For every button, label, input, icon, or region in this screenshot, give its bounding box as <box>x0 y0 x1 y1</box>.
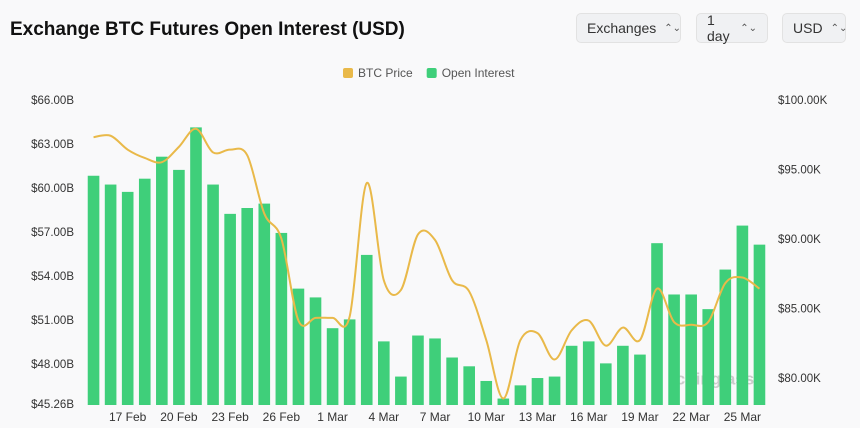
bar <box>531 378 544 405</box>
legend-swatch <box>426 68 437 78</box>
bar <box>326 328 339 405</box>
bar <box>719 269 732 405</box>
bar <box>395 376 407 405</box>
bar <box>582 341 595 405</box>
x-tick-label: 22 Mar <box>672 410 709 424</box>
bar <box>138 178 151 405</box>
currency-button[interactable]: USD ⌃⌄ <box>782 13 847 43</box>
x-tick-label: 16 Mar <box>570 410 607 424</box>
bar <box>497 398 510 405</box>
bar <box>617 345 629 405</box>
y2-tick-label: $100.00K <box>778 95 828 107</box>
bar <box>548 376 561 405</box>
bar <box>292 288 305 405</box>
y-tick-label: $63.00B <box>31 139 74 151</box>
bar <box>480 380 493 405</box>
bar <box>429 338 441 405</box>
line <box>93 127 761 400</box>
y-tick-label: $60.00B <box>31 183 74 195</box>
bar <box>224 213 236 405</box>
bar <box>121 191 134 405</box>
y-tick-label: $45.26B <box>31 399 74 411</box>
x-tick-label: 10 Mar <box>468 410 505 424</box>
bar <box>275 232 288 405</box>
legend-label: BTC Price <box>358 66 413 80</box>
bar <box>685 294 697 405</box>
y2-tick-label: $85.00K <box>778 304 821 316</box>
x-tick-label: 23 Feb <box>211 410 249 424</box>
x-tick-label: 19 Mar <box>621 410 658 424</box>
bar <box>514 385 527 405</box>
x-tick-label: 7 Mar <box>420 410 451 424</box>
x-tick-label: 20 Feb <box>160 410 198 424</box>
x-tick-label: 25 Mar <box>724 410 761 424</box>
interval-button[interactable]: 1 day ⌃⌄ <box>696 12 768 44</box>
bar <box>360 254 373 405</box>
title: Exchange BTC Futures Open Interest (USD) <box>10 19 405 40</box>
x-tick-label: 1 Mar <box>317 410 348 424</box>
bar <box>104 184 117 405</box>
bar <box>599 363 612 405</box>
bar <box>634 354 646 405</box>
bar <box>446 357 458 405</box>
bar <box>753 244 766 405</box>
y-tick-label: $54.00B <box>31 271 74 283</box>
legend-label: Open Interest <box>442 66 515 80</box>
bar <box>173 169 185 405</box>
x-tick-label: 4 Mar <box>368 410 399 424</box>
bar <box>190 127 202 406</box>
bar <box>463 366 475 405</box>
y-tick-label: $51.00B <box>31 315 74 327</box>
bar <box>241 208 254 405</box>
bar <box>258 203 271 405</box>
x-tick-label: 17 Feb <box>109 410 147 424</box>
x-tick-label: 26 Feb <box>263 410 301 424</box>
y2-tick-label: $95.00K <box>778 165 821 177</box>
x-tick-label: 13 Mar <box>519 410 556 424</box>
y2-tick-label: $90.00K <box>778 234 821 246</box>
exchanges-button[interactable]: Exchanges ⌃⌄ <box>576 13 681 43</box>
bar <box>668 294 680 405</box>
button-label: 1 day <box>707 12 730 44</box>
bar <box>702 309 715 405</box>
button-label: USD <box>793 20 823 36</box>
bar <box>651 243 663 405</box>
bar <box>343 319 356 405</box>
bar <box>378 341 390 405</box>
bar <box>156 156 168 405</box>
y-tick-label: $57.00B <box>31 227 74 239</box>
legend-swatch <box>343 68 353 78</box>
y-tick-label: $48.00B <box>31 359 74 371</box>
y2-tick-label: $80.00K <box>778 373 821 385</box>
bar <box>736 225 749 405</box>
y-tick-label: $66.00B <box>31 95 74 107</box>
bar <box>412 335 424 405</box>
bar <box>87 175 100 405</box>
bar <box>565 345 578 405</box>
bar <box>207 184 219 405</box>
button-label: Exchanges <box>587 20 657 36</box>
bar <box>309 297 322 405</box>
